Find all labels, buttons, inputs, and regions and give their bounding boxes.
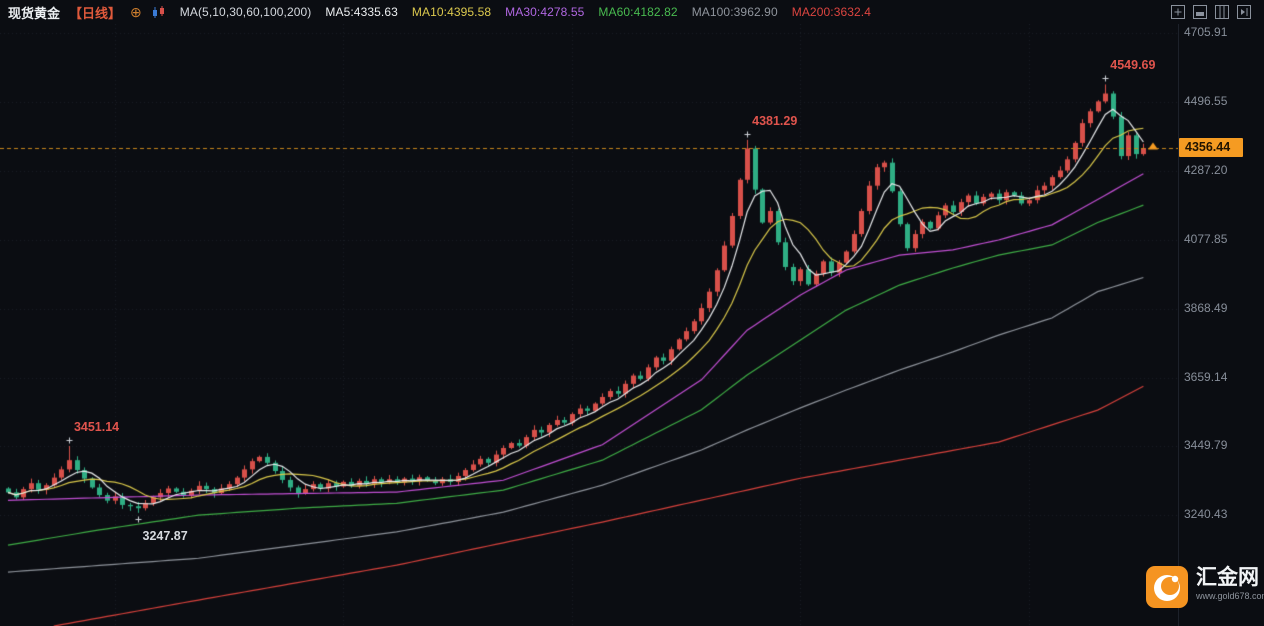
ma-legend-item: MA100:3962.90 <box>691 5 778 19</box>
chart-toolbar <box>1170 4 1256 20</box>
ma-legend-item: MA30:4278.55 <box>505 5 585 19</box>
axis-tick: 4705.91 <box>1184 25 1228 39</box>
axis-tick: 4496.55 <box>1184 93 1228 108</box>
axis-tick: 3659.14 <box>1184 369 1228 384</box>
axis-tick: 3240.43 <box>1184 507 1228 522</box>
collapse-right-icon[interactable] <box>1236 4 1252 20</box>
site-logo-url: www.gold678.com <box>1196 591 1264 602</box>
ma-legend-item: MA60:4182.82 <box>598 5 678 19</box>
pane-layout-icon[interactable] <box>1192 4 1208 20</box>
site-logo: 汇金网 www.gold678.com <box>1146 566 1264 608</box>
last-price-badge: 4356.44 <box>1179 138 1243 158</box>
ma-legend-item: MA10:4395.58 <box>411 5 492 19</box>
add-indicator-icon[interactable]: ⊕ <box>130 4 142 20</box>
ma-legend-item: MA200:3632.4 <box>791 5 871 19</box>
price-canvas[interactable] <box>0 24 1178 626</box>
ma-legend-item: MA(5,10,30,60,100,200) <box>179 5 312 19</box>
axis-tick: 4077.85 <box>1184 231 1228 246</box>
add-pane-icon[interactable] <box>1170 4 1186 20</box>
instrument-title[interactable]: 现货黄金 <box>8 5 61 21</box>
timeframe-label[interactable]: 【日线】 <box>69 5 122 21</box>
chart-header: 现货黄金 【日线】 ⊕ MA(5,10,30,60,100,200) MA5:43… <box>0 0 1264 24</box>
ma-legend-item: MA5:4335.63 <box>325 5 398 19</box>
ma-legend: MA(5,10,30,60,100,200) MA5:4335.63 MA10:43… <box>180 5 871 19</box>
columns-layout-icon[interactable] <box>1214 4 1230 20</box>
price-axis[interactable]: 4356.44 4705.91 4496.55 4287.20 4077.85 3868… <box>1178 24 1264 626</box>
chart-style-icon[interactable] <box>151 5 167 19</box>
axis-tick: 3449.79 <box>1184 438 1228 453</box>
axis-tick: 4287.20 <box>1184 162 1228 177</box>
site-logo-icon <box>1146 566 1188 608</box>
site-logo-name: 汇金网 <box>1196 566 1259 589</box>
axis-tick: 3868.49 <box>1184 300 1228 315</box>
